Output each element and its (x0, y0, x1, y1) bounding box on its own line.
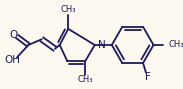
Text: OH: OH (4, 55, 20, 65)
Text: N: N (98, 40, 105, 50)
Text: F: F (145, 72, 151, 82)
Text: CH₃: CH₃ (60, 5, 76, 14)
Text: CH₃: CH₃ (169, 40, 183, 49)
Text: O: O (9, 30, 17, 40)
Text: CH₃: CH₃ (78, 75, 93, 84)
